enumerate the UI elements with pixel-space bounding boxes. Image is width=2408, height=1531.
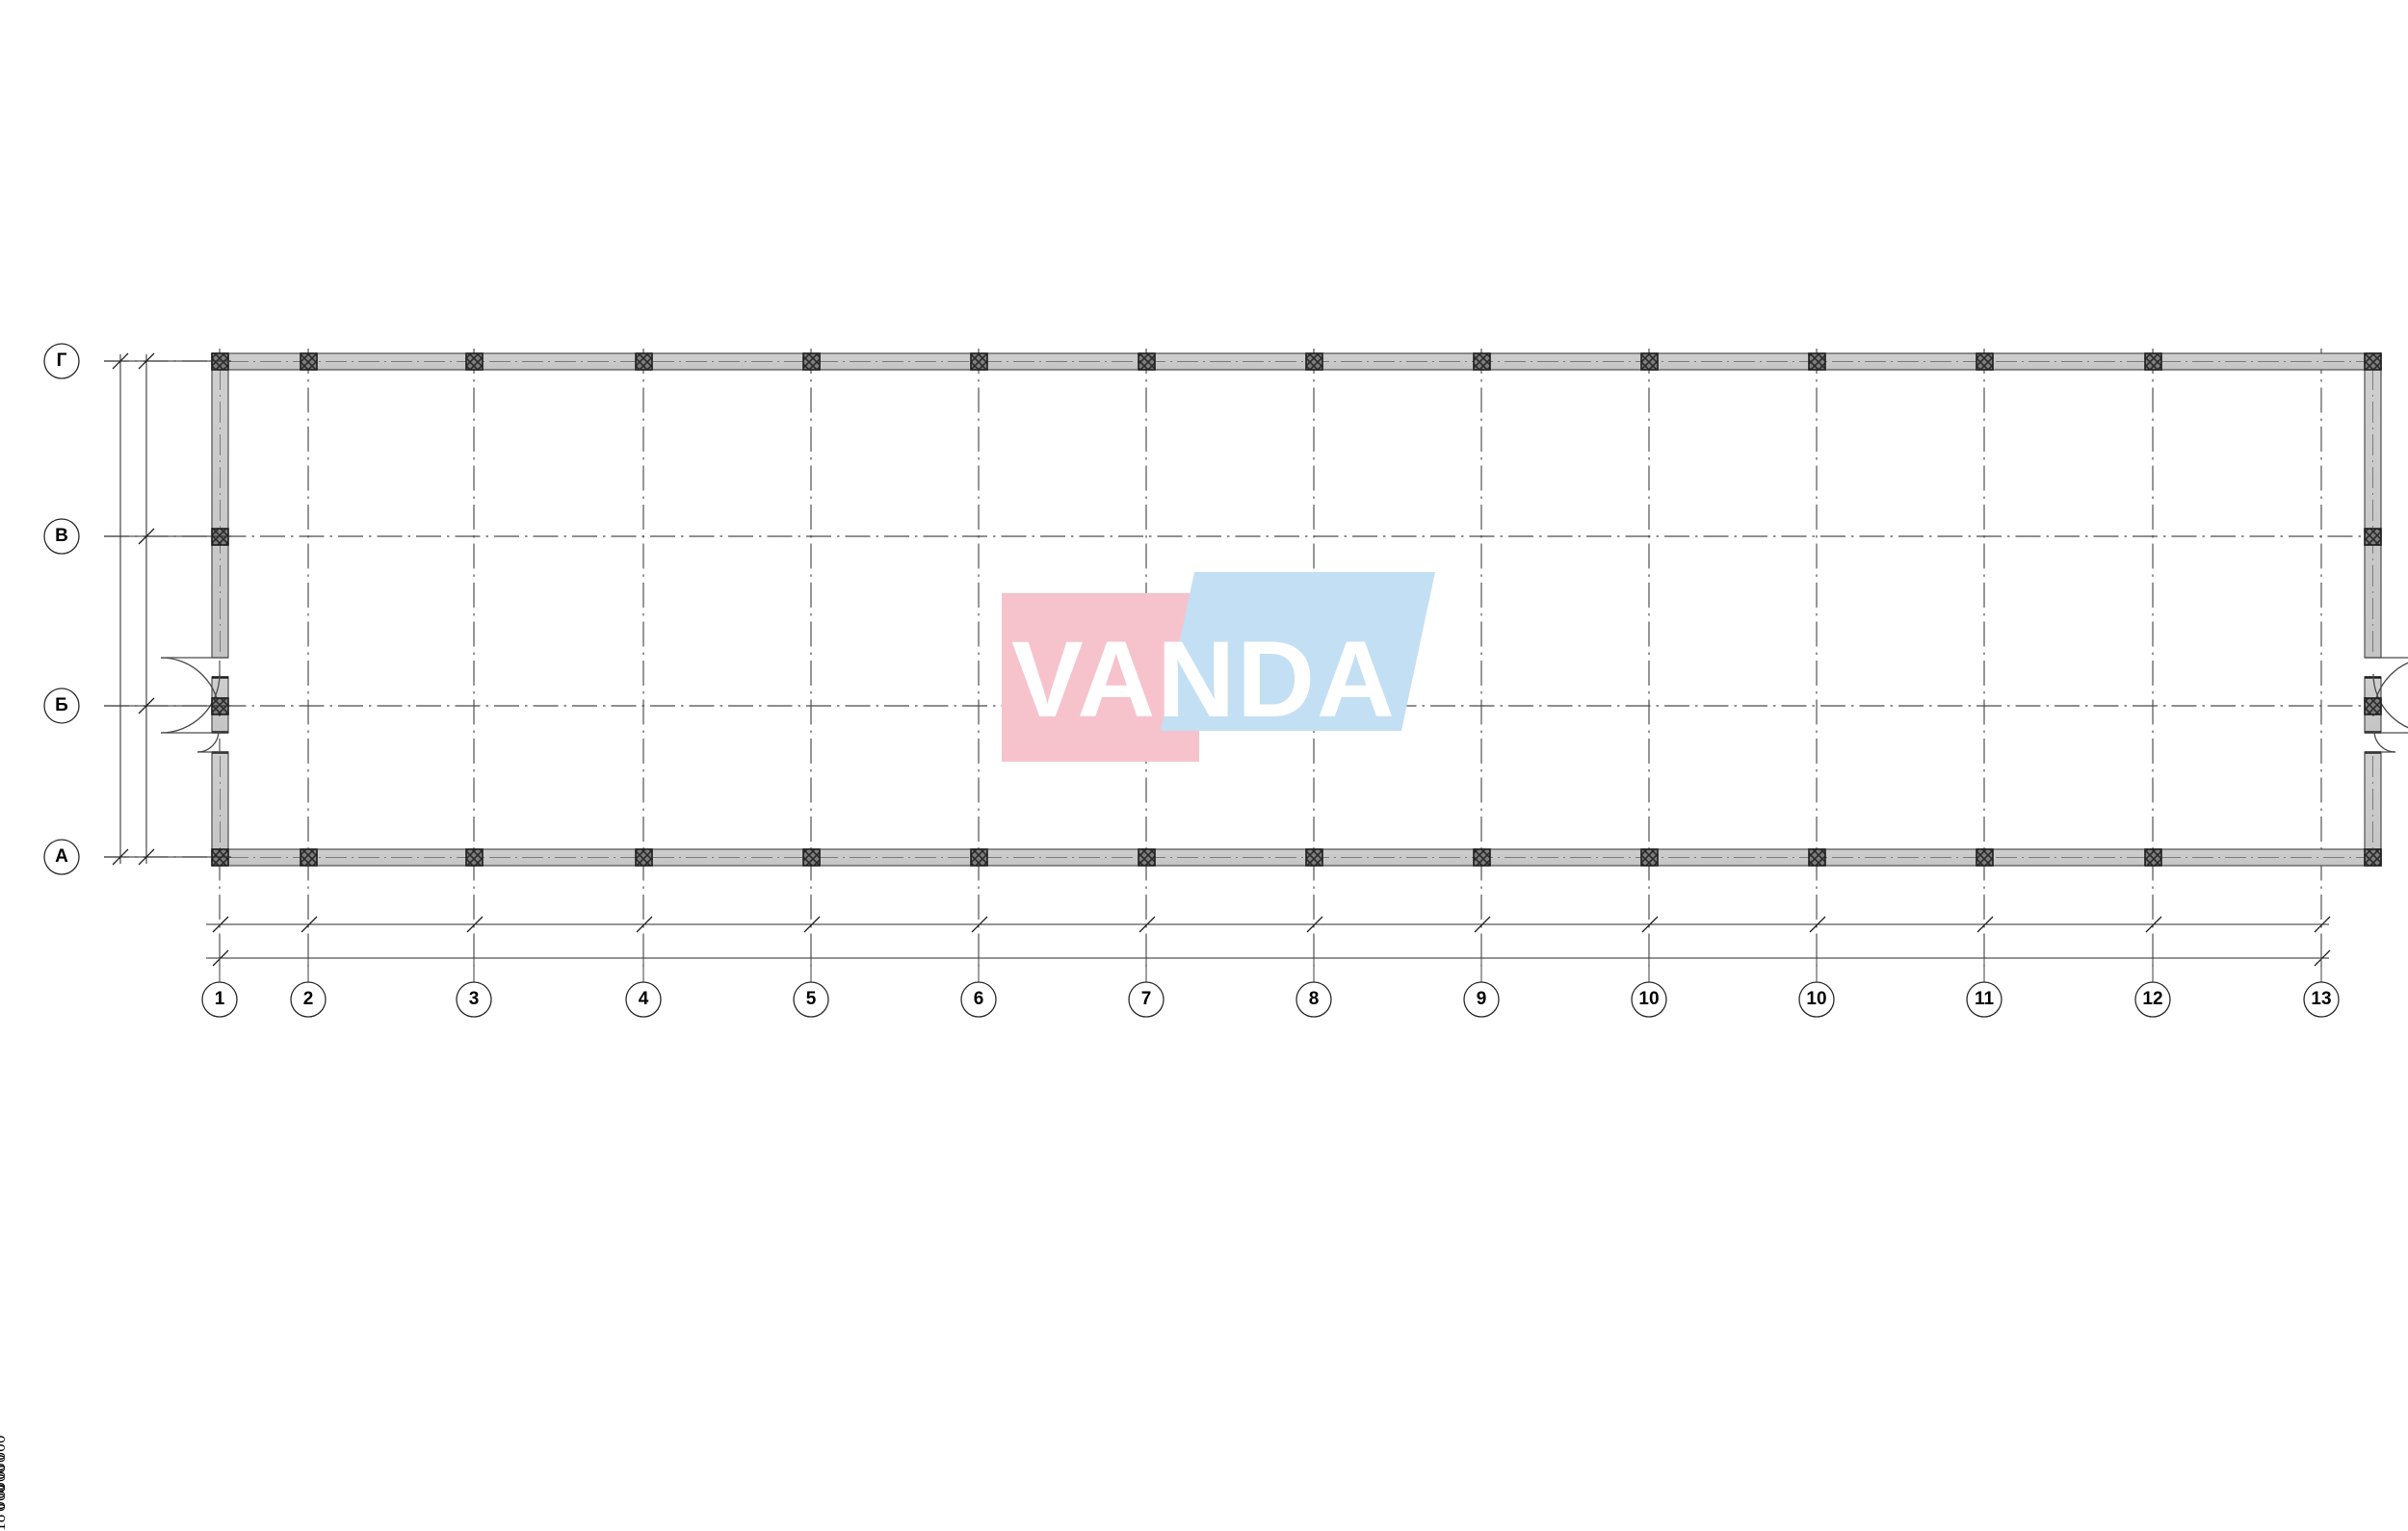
axis-bubble-Б: Б (55, 695, 68, 715)
axis-bubble-12-12: 12 (2142, 989, 2163, 1009)
total-length-dimension: 75 000 (0, 241, 1204, 260)
grid-centerlines (104, 349, 2379, 973)
axis-bubble-11-11: 11 (1974, 989, 1995, 1009)
axis-bubble-13-13: 13 (2311, 989, 2332, 1009)
bay-dimension-13: 6 000 (0, 221, 1204, 241)
axis-bubble-А: А (55, 846, 68, 867)
bay-dimension-5: 6 000 (0, 67, 1204, 87)
axis-bubble-Г: Г (56, 350, 67, 371)
axis-bubble-2-1: 2 (302, 989, 314, 1009)
bay-dimension-9: 6 000 (0, 144, 1204, 164)
axis-bubble-10-9: 10 (1638, 989, 1660, 1009)
axis-bubble-4-3: 4 (638, 989, 649, 1009)
bay-dimension-3: 6 000 (0, 29, 1204, 48)
bay-dimension-12: 6 000 (0, 202, 1204, 221)
bay-dimension-1: 3 000 (0, 0, 1204, 10)
structural-column (211, 352, 2382, 867)
axis-bubble-5-4: 5 (805, 989, 817, 1009)
axis-bubble-circles (43, 343, 2340, 1018)
vertical-dimension-chain (104, 352, 231, 866)
exterior-wall (211, 352, 2382, 867)
bay-dimension-6: 6 000 (0, 87, 1204, 106)
axis-bubble-1-0: 1 (214, 989, 225, 1009)
axis-bubble-3-2: 3 (468, 989, 480, 1009)
plan-vector-canvas (43, 343, 2408, 1018)
axis-bubble-10-10: 10 (1806, 989, 1827, 1009)
bay-dimension-10: 6 000 (0, 164, 1204, 183)
bay-dimension-2: 6 000 (0, 10, 1204, 29)
bay-dimension-11: 6 000 (0, 183, 1204, 202)
axis-bubble-7-6: 7 (1140, 989, 1152, 1009)
bay-dimension-4: 6 000 (0, 48, 1204, 67)
bay-dimension-8: 6 000 (0, 125, 1204, 144)
axis-bubble-9-8: 9 (1476, 989, 1487, 1009)
axis-bubble-6-5: 6 (973, 989, 984, 1009)
total-width-dimension: 18 000 (0, 1484, 9, 1531)
wall-centerline (220, 361, 2373, 858)
horizontal-dimension-chain (206, 916, 2331, 987)
axis-bubble-В: В (55, 526, 68, 546)
double-door-swing (160, 657, 2408, 753)
bay-dimension-7: 6 000 (0, 106, 1204, 125)
axis-bubble-8-7: 8 (1308, 989, 1320, 1009)
